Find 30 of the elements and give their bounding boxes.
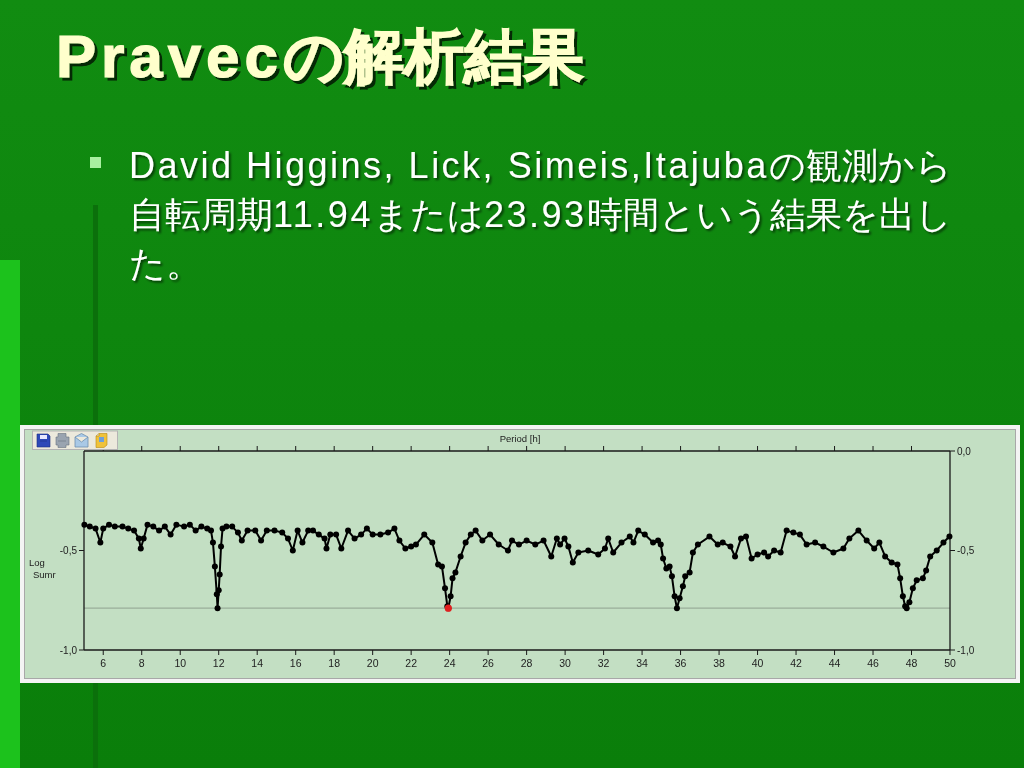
x-tick-label: 18 <box>328 657 341 669</box>
text: David Higgins, Lick, Simeis,Itajubaの観測から自転周期11.94または23.93時間という結果を出した。 <box>129 145 952 284</box>
y-axis-title: Log Sumr <box>29 557 56 580</box>
x-tick-label: 6 <box>100 657 107 669</box>
x-tick-label: 20 <box>366 657 379 669</box>
chart-title: Pravecの解析結果 <box>56 23 584 90</box>
x-tick-label: 14 <box>251 657 264 669</box>
x-tick-label: 42 <box>790 657 803 669</box>
x-tick-label: 34 <box>636 657 649 669</box>
x-tick-label: 46 <box>867 657 880 669</box>
x-tick-label: 12 <box>212 657 225 669</box>
x-tick-label: 8 <box>138 657 145 669</box>
x-tick-label: 38 <box>713 657 726 669</box>
x-tick-label: 24 <box>443 657 456 669</box>
y2-tick-label: -0,5 <box>957 545 975 556</box>
x-tick-label: 40 <box>751 657 764 669</box>
x-tick-label: 32 <box>597 657 610 669</box>
x-tick-label: 44 <box>828 657 841 669</box>
x-axis-title: Period [h] <box>499 433 541 444</box>
x-tick-label: 16 <box>289 657 302 669</box>
x-tick-label: 26 <box>482 657 495 669</box>
y2-tick-label: -1,0 <box>957 644 975 656</box>
x-tick-label: 36 <box>674 657 687 669</box>
x-tick-label: 30 <box>559 657 572 669</box>
x-tick-label: 22 <box>405 657 418 669</box>
y2-tick-label: 0,0 <box>957 445 972 457</box>
x-tick-label: 28 <box>520 657 533 669</box>
x-tick-label: 48 <box>905 657 918 669</box>
x-tick-label: 10 <box>174 657 187 669</box>
x-tick-label: 50 <box>944 657 956 669</box>
